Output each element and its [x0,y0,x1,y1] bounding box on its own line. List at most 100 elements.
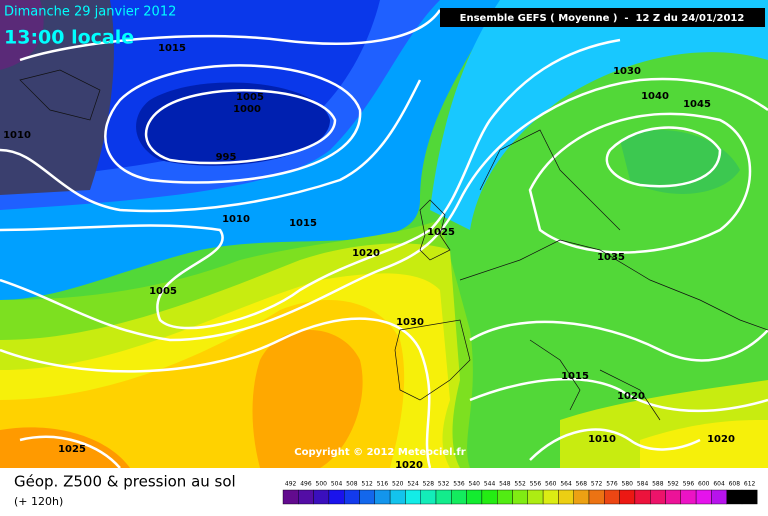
scale-swatch [527,489,544,505]
low-core [136,82,330,166]
scale-swatch [344,489,360,505]
coastline [479,129,621,231]
polar-core [0,0,44,70]
isobar-label: 1015 [561,371,589,382]
scale-label: 540 [469,481,481,488]
coastline [394,319,471,401]
isobar-label: 1015 [289,218,317,229]
coastline [19,69,661,421]
isobar-label: 1010 [3,130,31,141]
isobar-label: 1030 [613,66,641,77]
isobar-label: 995 [216,152,237,163]
scale-swatch [389,489,406,505]
scale-label: 524 [407,481,419,488]
scale-label: 572 [591,481,603,488]
scale-swatch [298,489,314,505]
scale-label: 520 [392,481,404,488]
scale-label: 536 [453,481,465,488]
isobar-label: 1040 [641,91,669,102]
scale-swatch [328,489,345,505]
scale-swatch [405,489,421,505]
scale-swatch [741,489,758,505]
scale-label: 504 [331,481,343,488]
scale-swatch [282,489,299,505]
isobar-label: 1020 [395,460,423,471]
scale-swatch [650,489,666,505]
scale-label: 548 [499,481,511,488]
scale-swatch [680,489,697,505]
scale-swatch [359,489,376,505]
model-box [440,8,765,27]
scale-label: 528 [423,481,435,488]
isobar [19,435,121,469]
scale-label: 576 [606,481,618,488]
scale-swatch [435,489,452,505]
color-scale: 492 496 500 504 508 512 516 520 524 528 532 536 540 5… [282,481,758,505]
isobar-label: 1035 [597,252,625,263]
isobar-label: 1005 [149,286,177,297]
scale-swatch [542,489,559,505]
isobar [469,320,768,362]
isobar [605,126,722,188]
scale-label: 500 [316,481,328,488]
scale-swatch [512,489,529,505]
scale-label: 612 [744,481,756,488]
orange-zone [252,330,363,468]
isobar-label: 1020 [617,391,645,402]
scale-swatch [481,489,498,505]
scale-swatch [313,489,330,505]
date: Dimanche 29 janvier 2012 [4,5,176,20]
scale-label: 608 [729,481,741,488]
scale-swatch [588,489,605,505]
isobar [0,38,621,330]
scale-label: 552 [514,481,526,488]
copyright: Copyright © 2012 Meteociel.fr [294,447,465,458]
scale-label: 588 [652,481,664,488]
scale-swatch [604,489,620,505]
scale-swatch [619,489,636,505]
isobar [0,79,422,213]
scale-label: 580 [622,481,634,488]
coastline [459,239,768,331]
scale-label: 600 [698,481,710,488]
scale-swatch [695,489,712,505]
isobar-label: 1010 [222,214,250,225]
local-time: 13:00 locale [4,27,134,49]
isobar [104,64,362,184]
scale-swatch [374,489,391,505]
scale-label: 496 [300,481,312,488]
isobar-label: 1025 [427,227,455,238]
cyan-north [430,0,768,230]
scale-swatch [634,489,651,505]
footer-title: Géop. Z500 & pression au sol [14,473,236,491]
isobar [528,112,752,254]
scale-label: 596 [683,481,695,488]
isobar [469,377,768,413]
isobar [144,89,337,165]
scale-swatch [451,489,467,505]
scale-swatch [711,489,727,505]
isobar [0,317,432,469]
scale-swatch [466,489,483,505]
isobar-label: 1005 [236,92,264,103]
scale-label: 512 [361,481,373,488]
scale-label: 544 [484,481,496,488]
model: Ensemble GEFS ( Moyenne ) - 12 Z du 24/0… [460,13,745,24]
footer-lead: (+ 120h) [14,495,63,508]
scale-swatch [665,489,682,505]
scale-label: 516 [377,481,389,488]
yellow-southeast [640,420,768,468]
scale-swatch [726,489,743,505]
isobar-label: 1030 [396,317,424,328]
scale-label: 604 [713,481,725,488]
isobar [19,9,442,62]
scale-label: 556 [530,481,542,488]
scale-swatch [420,489,437,505]
green-core [620,130,740,194]
isobar-label: 1025 [58,444,86,455]
scale-label: 568 [576,481,588,488]
isobar [529,428,701,461]
isobar-label: 1010 [588,434,616,445]
